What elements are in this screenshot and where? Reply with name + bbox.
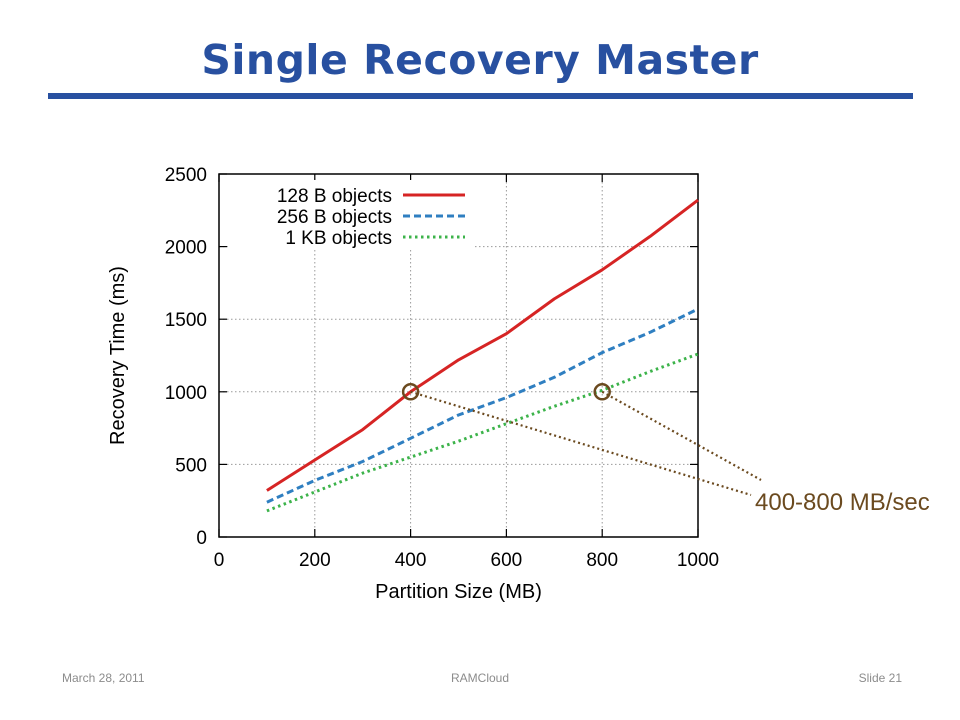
annotation-leader-1 bbox=[410, 390, 752, 497]
y-axis-label: Recovery Time (ms) bbox=[107, 266, 129, 445]
x-tick-label: 400 bbox=[395, 550, 427, 571]
footer-project: RAMCloud bbox=[450, 671, 510, 685]
slide-title: Single Recovery Master bbox=[201, 36, 759, 84]
legend-label-3: 1 KB objects bbox=[285, 228, 392, 249]
x-tick-label: 800 bbox=[586, 550, 618, 571]
annotation-label: 400-800 MB/sec bbox=[755, 489, 930, 516]
x-tick-label: 600 bbox=[491, 550, 523, 571]
footer-date: March 28, 2011 bbox=[62, 671, 145, 685]
x-axis-label: Partition Size (MB) bbox=[375, 581, 542, 603]
legend-label-2: 256 B objects bbox=[277, 207, 392, 228]
y-tick-label: 1000 bbox=[165, 383, 207, 404]
annotation-marker-1 bbox=[401, 383, 420, 401]
series-lines bbox=[266, 198, 699, 513]
y-tick-label: 500 bbox=[175, 455, 207, 476]
annotation-leader-2 bbox=[601, 390, 762, 481]
y-tick-label: 1500 bbox=[165, 310, 207, 331]
x-tick-label: 1000 bbox=[677, 550, 719, 571]
annotation-marker-2 bbox=[593, 383, 611, 401]
axis-ticks: 0 500 1000 1500 2000 2500 0 200 400 600 800 1000 bbox=[165, 165, 719, 571]
x-tick-label: 0 bbox=[214, 550, 225, 571]
series-line-2 bbox=[266, 307, 699, 504]
legend-label-1: 128 B objects bbox=[277, 186, 392, 207]
footer-slide-number: Slide 21 bbox=[858, 671, 902, 685]
series-line-1 bbox=[266, 198, 699, 492]
y-tick-label: 2000 bbox=[165, 238, 207, 259]
y-tick-label: 2500 bbox=[165, 165, 207, 186]
x-tick-label: 200 bbox=[299, 550, 331, 571]
series-line-3 bbox=[266, 352, 699, 513]
y-tick-label: 0 bbox=[196, 528, 207, 549]
rate-annotation: 400-800 MB/sec bbox=[401, 383, 930, 516]
title-divider bbox=[48, 93, 913, 99]
